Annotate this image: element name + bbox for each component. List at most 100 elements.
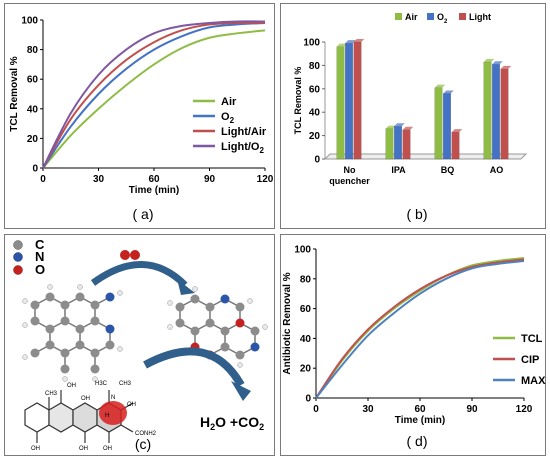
bar-o2-0 xyxy=(345,42,353,160)
series-line-light-o2 xyxy=(42,20,266,169)
legend-label: MAX xyxy=(521,375,546,387)
x-axis-label: Time (min) xyxy=(395,415,445,426)
legend-label: Light/O2 xyxy=(221,141,265,155)
x-tick-label: 60 xyxy=(414,404,426,415)
caption-c: (c) xyxy=(134,436,152,452)
x-tick-label: 0 xyxy=(313,404,319,415)
x-tick-label: 60 xyxy=(148,174,160,185)
y-tick-label: 20 xyxy=(27,134,39,145)
arrow-top-icon xyxy=(90,261,188,288)
bar-light-1 xyxy=(402,129,411,160)
y-tick-label: 60 xyxy=(300,304,312,315)
bar-o2-3 xyxy=(492,63,500,160)
legend-label: Air xyxy=(221,96,237,108)
x-axis-label: Time (min) xyxy=(129,185,179,196)
y-axis-label: TCL Removal % xyxy=(293,67,303,135)
reaction-scheme: C N O xyxy=(13,237,268,452)
panel-c: C N O xyxy=(4,234,275,456)
caption-b: ( b) xyxy=(406,206,428,222)
y-tick-label: 0 xyxy=(305,394,311,405)
chart-a: 0 20 40 60 80 100 0 30 60 90 120 Time (min) TCL Remo… xyxy=(9,16,274,197)
panel-b: 0 20 40 60 80 100 TCL Removal % No quencher IPA BQ… xyxy=(280,3,546,229)
y-axis-label: TCL Removal % xyxy=(9,56,20,131)
svg-text:OH: OH xyxy=(127,402,136,408)
bar-top xyxy=(451,129,463,133)
bar-o2-2 xyxy=(443,93,451,160)
series-line-tcl xyxy=(315,256,525,399)
atom-label-c: C xyxy=(35,237,45,252)
x-tick-label: 90 xyxy=(204,174,216,185)
y-tick-label: 20 xyxy=(300,364,312,375)
bar-air-1 xyxy=(385,128,394,160)
y-tick-label: 60 xyxy=(27,75,39,86)
x-tick-label: 30 xyxy=(362,404,374,415)
x-tick-label: 120 xyxy=(257,174,274,185)
legend-swatch xyxy=(459,13,466,20)
legend-label: O2 xyxy=(221,111,235,125)
arrow-bottom-icon xyxy=(143,347,245,388)
atom-legend: C N O xyxy=(13,237,45,277)
chart-d: 0 20 40 60 80 100 0 30 60 90 120 Time (min) Antibiot… xyxy=(282,245,546,427)
svg-text:N: N xyxy=(111,395,115,401)
atom-label-o: O xyxy=(35,262,45,277)
svg-text:OH: OH xyxy=(103,446,112,452)
structure-labels: OH CH3 OH H3C CH3 N OH OH OH OH CONH2 H xyxy=(31,381,157,452)
y-tick-label: 60 xyxy=(309,84,321,95)
series-line-light-air xyxy=(42,21,266,169)
bar-top xyxy=(394,123,405,127)
legend-label: Light xyxy=(469,12,491,22)
bar-air-3 xyxy=(483,61,492,160)
svg-text:OH: OH xyxy=(31,446,40,452)
svg-text:CONH2: CONH2 xyxy=(135,431,157,437)
legend-label: O2 xyxy=(437,12,448,25)
x-tick-label: 120 xyxy=(516,404,533,415)
bar-top xyxy=(443,90,454,94)
bar-top xyxy=(434,84,446,88)
panel-d: 0 20 40 60 80 100 0 30 60 90 120 Time (min) Antibiot… xyxy=(280,234,546,456)
y-tick-label: 100 xyxy=(21,16,38,27)
category-label: BQ xyxy=(441,165,455,175)
bar-top xyxy=(353,39,365,42)
tcl-molecule-left xyxy=(34,296,111,369)
y-tick-label: 80 xyxy=(309,61,321,72)
series-line-max xyxy=(315,259,525,399)
x-tick-label: 90 xyxy=(466,404,478,415)
bar-light-3 xyxy=(500,68,509,160)
svg-text:OH: OH xyxy=(67,383,76,389)
category-label: IPA xyxy=(391,165,406,175)
legend-swatch xyxy=(427,13,434,20)
svg-text:H3C: H3C xyxy=(95,381,108,387)
svg-text:OH: OH xyxy=(81,396,90,402)
bar-top xyxy=(336,43,348,47)
bar-top xyxy=(492,61,503,65)
bar-top xyxy=(483,58,495,62)
category-label: quencher xyxy=(329,176,370,186)
y-tick-label: 40 xyxy=(300,334,312,345)
bar-top xyxy=(500,65,512,69)
bar-top xyxy=(385,125,397,129)
series-line-cip xyxy=(315,258,525,399)
y-tick-label: 100 xyxy=(303,38,320,49)
legend-label: TCL xyxy=(521,333,543,345)
y-tick-label: 80 xyxy=(300,274,312,285)
bar-light-0 xyxy=(353,41,362,160)
atom-label-n: N xyxy=(35,249,44,264)
tcl-atoms-left xyxy=(22,284,123,382)
svg-text:OH: OH xyxy=(79,446,88,452)
bar-light-2 xyxy=(451,131,460,160)
x-tick-label: 0 xyxy=(40,174,46,185)
legend-label: Air xyxy=(405,12,418,22)
y-tick-label: 100 xyxy=(294,245,311,256)
svg-text:H: H xyxy=(105,413,109,419)
svg-text:CH3: CH3 xyxy=(119,381,132,387)
legend-label: Light/Air xyxy=(221,126,267,138)
bar-top xyxy=(345,40,356,44)
y-axis-label: Antibiotic Removal % xyxy=(282,272,293,374)
bar-top xyxy=(402,126,414,130)
category-label: AO xyxy=(490,165,504,175)
products-label: H2O +CO2 xyxy=(200,414,264,432)
x-tick-label: 30 xyxy=(93,174,105,185)
y-tick-label: 80 xyxy=(27,45,39,56)
legend-swatch xyxy=(395,13,402,20)
oxygen-atom-icon xyxy=(13,265,23,275)
